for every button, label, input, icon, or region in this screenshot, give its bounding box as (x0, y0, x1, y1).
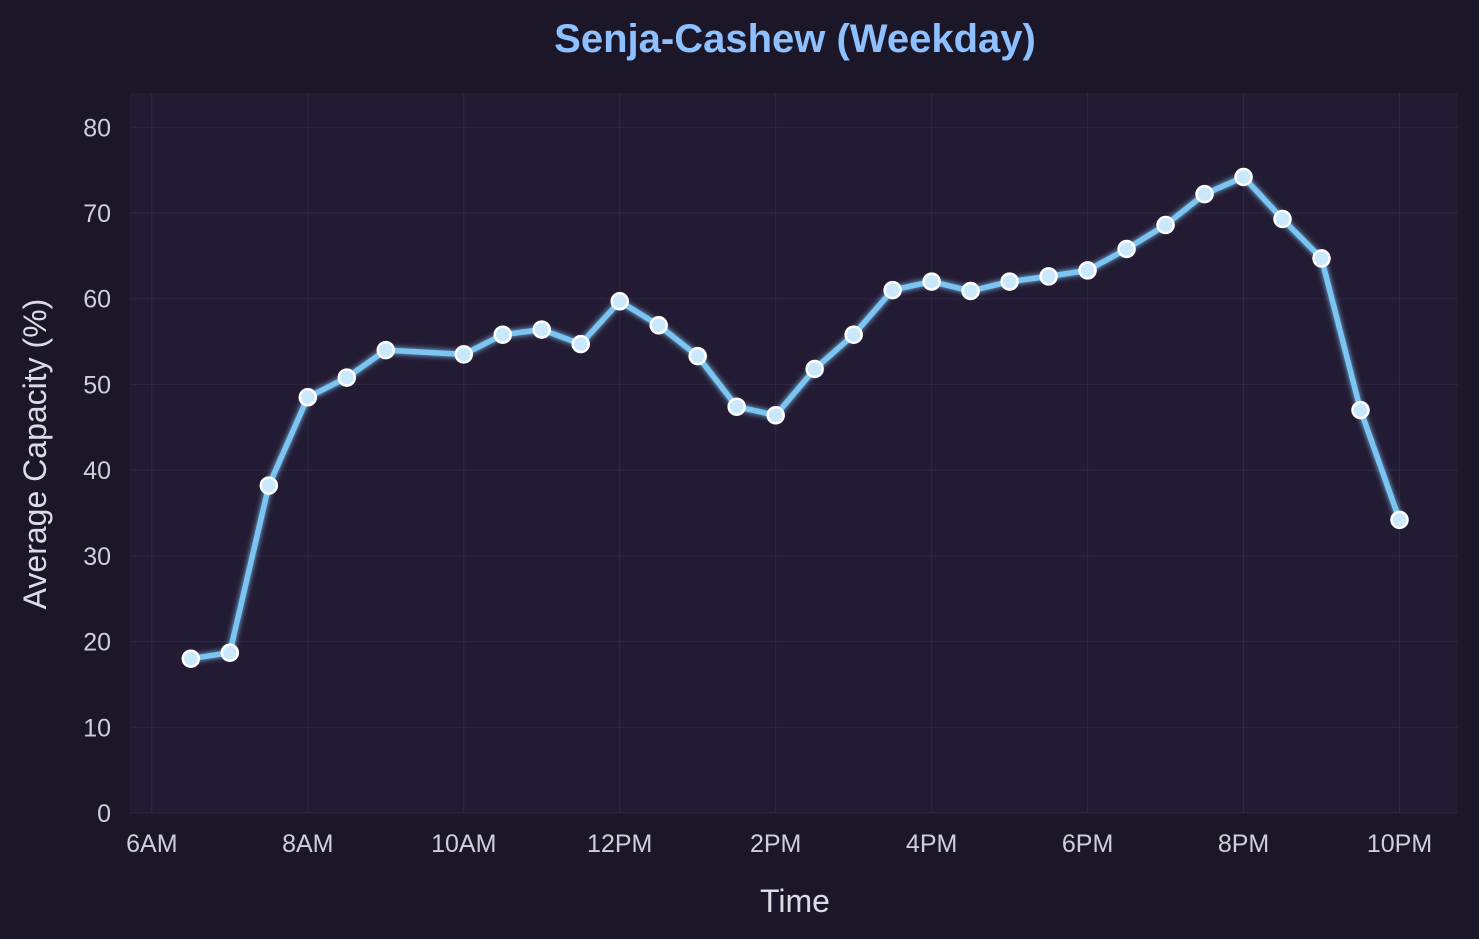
data-point (532, 320, 551, 339)
data-point (961, 281, 980, 301)
y-tick-label: 60 (83, 286, 111, 314)
data-point (1273, 209, 1292, 229)
chart-title: Senja-Cashew (Weekday) (554, 17, 1036, 61)
x-tick-label: 6AM (126, 830, 177, 858)
y-tick-label: 50 (83, 371, 111, 399)
y-tick-label: 20 (83, 629, 111, 657)
data-point (1078, 261, 1097, 280)
data-point (1312, 249, 1331, 268)
y-tick-label: 80 (83, 114, 111, 142)
data-point (610, 292, 629, 311)
data-point (376, 340, 396, 360)
grid-lines (130, 93, 1458, 814)
data-point (727, 397, 746, 416)
data-point (805, 359, 824, 379)
data-point (181, 649, 201, 668)
data-point (1000, 272, 1019, 291)
y-tick-label: 30 (83, 543, 111, 571)
data-point (1156, 215, 1175, 235)
data-point (454, 345, 474, 364)
x-tick-label: 12PM (587, 830, 652, 858)
x-tick-label: 6PM (1062, 830, 1113, 858)
data-point (337, 368, 357, 387)
y-axis-label: Average Capacity (%) (17, 299, 53, 610)
x-tick-label: 8AM (282, 830, 333, 858)
x-tick-label: 10PM (1367, 830, 1432, 858)
y-axis-ticks: 0 10 20 30 40 50 60 70 80 (83, 114, 111, 828)
y-tick-label: 70 (83, 200, 111, 228)
y-tick-label: 40 (83, 457, 111, 485)
data-point (259, 476, 279, 495)
data-point (1390, 510, 1409, 530)
data-point (298, 388, 318, 407)
x-tick-label: 10AM (431, 830, 496, 858)
x-axis-ticks: 6AM 8AM 10AM 12PM 2PM 4PM 6PM 8PM 10PM (126, 830, 1432, 858)
data-points (181, 167, 1409, 668)
data-point (766, 406, 785, 425)
x-axis-label: Time (760, 883, 830, 919)
data-point (1195, 184, 1214, 204)
data-point (220, 643, 240, 662)
x-tick-label: 8PM (1218, 830, 1269, 858)
x-tick-label: 2PM (750, 830, 801, 858)
data-point (1117, 239, 1136, 259)
data-point (1234, 167, 1253, 187)
y-tick-label: 0 (97, 800, 111, 828)
x-tick-label: 4PM (906, 830, 957, 858)
data-point (1351, 400, 1370, 420)
data-point (844, 325, 863, 344)
data-point (883, 280, 902, 300)
data-point (688, 346, 707, 366)
data-point (571, 334, 590, 354)
data-point (649, 316, 668, 335)
data-point (922, 272, 941, 291)
data-point (493, 325, 512, 344)
data-point (1039, 267, 1058, 286)
plot-area (130, 93, 1458, 813)
y-tick-label: 10 (83, 714, 111, 742)
